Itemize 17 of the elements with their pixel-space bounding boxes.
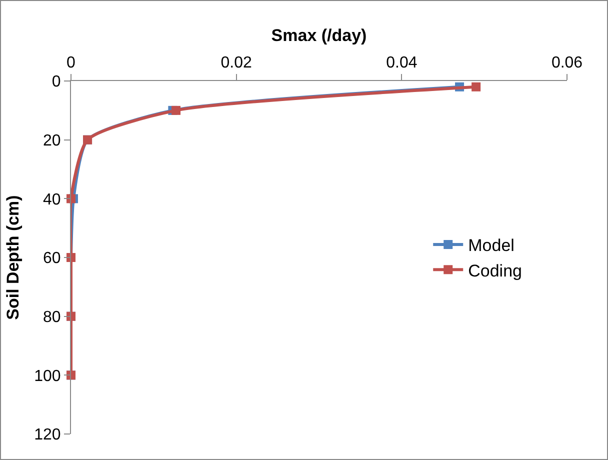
x-tick-label: 0.06 xyxy=(551,54,583,72)
y-tick-label: 60 xyxy=(43,250,61,268)
point xyxy=(171,106,180,115)
legend-label: Model xyxy=(468,236,514,256)
y-tick-label: 100 xyxy=(34,368,61,385)
y-tick-label: 80 xyxy=(43,308,61,326)
y-tick-label: 120 xyxy=(34,426,61,444)
y-tick-label: 40 xyxy=(43,191,61,208)
y-axis-title: Soil Depth (cm) xyxy=(4,195,23,320)
y-tick-label: 20 xyxy=(43,132,61,150)
point xyxy=(472,82,481,92)
x-tick-label: 0.04 xyxy=(386,54,418,72)
x-tick-label: 0.02 xyxy=(220,54,252,72)
x-tick-label: 0 xyxy=(66,54,76,72)
legend-label: Coding xyxy=(468,261,522,280)
x-axis-title: Smax (/day) xyxy=(271,26,367,46)
y-tick-label: 0 xyxy=(52,74,61,91)
